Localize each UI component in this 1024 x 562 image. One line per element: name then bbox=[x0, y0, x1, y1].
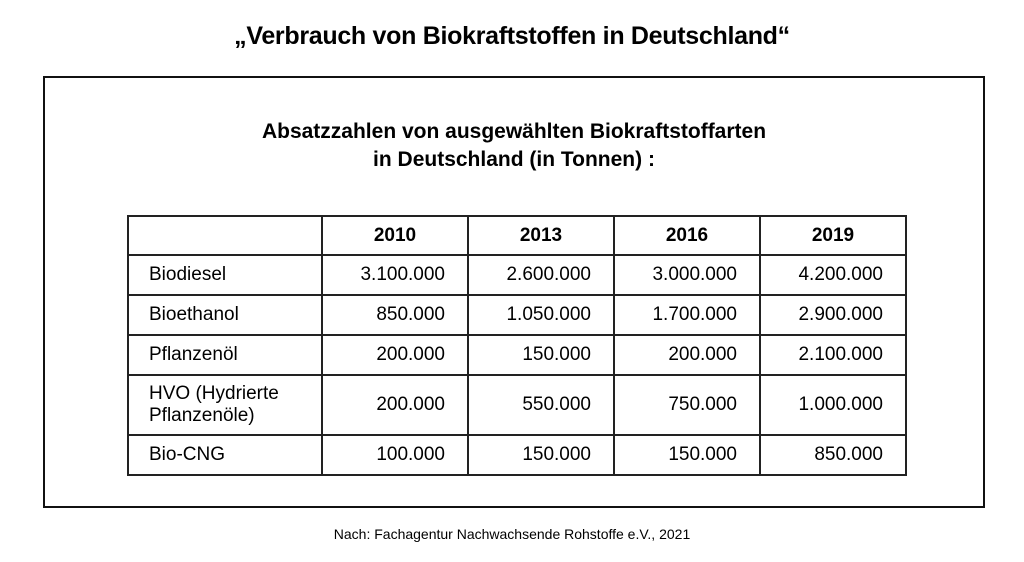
table-cell: 3.100.000 bbox=[321, 254, 469, 296]
header-cell-2016: 2016 bbox=[613, 215, 761, 256]
header-cell-empty bbox=[127, 215, 323, 256]
sales-table: 2010 2013 2016 2019 Biodiesel 3.100.000 … bbox=[127, 215, 907, 476]
table-cell: 150.000 bbox=[467, 334, 615, 376]
row-label: HVO (Hydrierte Pflanzenöle) bbox=[127, 374, 323, 436]
table-cell: 100.000 bbox=[321, 434, 469, 476]
header-cell-2010: 2010 bbox=[321, 215, 469, 256]
table-row-bio-cng: Bio-CNG 100.000 150.000 150.000 850.000 bbox=[127, 434, 907, 476]
table-cell: 1.000.000 bbox=[759, 374, 907, 436]
table-cell: 3.000.000 bbox=[613, 254, 761, 296]
table-row-hvo: HVO (Hydrierte Pflanzenöle) 200.000 550.… bbox=[127, 374, 907, 436]
table-cell: 1.050.000 bbox=[467, 294, 615, 336]
table-cell: 850.000 bbox=[321, 294, 469, 336]
header-cell-2019: 2019 bbox=[759, 215, 907, 256]
table-cell: 2.900.000 bbox=[759, 294, 907, 336]
row-label-line-1: HVO (Hydrierte bbox=[149, 383, 279, 404]
header-cell-2013: 2013 bbox=[467, 215, 615, 256]
table-cell: 1.700.000 bbox=[613, 294, 761, 336]
row-label: Biodiesel bbox=[127, 254, 323, 296]
page-title: „Verbrauch von Biokraftstoffen in Deutsc… bbox=[234, 22, 790, 50]
table-cell: 850.000 bbox=[759, 434, 907, 476]
table-cell: 4.200.000 bbox=[759, 254, 907, 296]
caption-line-2: in Deutschland (in Tonnen) : bbox=[373, 148, 655, 171]
row-label: Pflanzenöl bbox=[127, 334, 323, 376]
table-cell: 200.000 bbox=[321, 374, 469, 436]
table-row-biodiesel: Biodiesel 3.100.000 2.600.000 3.000.000 … bbox=[127, 254, 907, 296]
table-row-pflanzenoel: Pflanzenöl 200.000 150.000 200.000 2.100… bbox=[127, 334, 907, 376]
table-row-bioethanol: Bioethanol 850.000 1.050.000 1.700.000 2… bbox=[127, 294, 907, 336]
caption-line-1: Absatzzahlen von ausgewählten Biokraftst… bbox=[261, 120, 767, 143]
row-label: Bioethanol bbox=[127, 294, 323, 336]
source-note: Nach: Fachagentur Nachwachsende Rohstoff… bbox=[333, 526, 691, 542]
table-cell: 150.000 bbox=[613, 434, 761, 476]
table-frame: Absatzzahlen von ausgewählten Biokraftst… bbox=[43, 76, 985, 508]
table-cell: 150.000 bbox=[467, 434, 615, 476]
table-cell: 200.000 bbox=[613, 334, 761, 376]
table-cell: 550.000 bbox=[467, 374, 615, 436]
table-cell: 200.000 bbox=[321, 334, 469, 376]
table-cell: 750.000 bbox=[613, 374, 761, 436]
row-label-line-2: Pflanzenöle) bbox=[149, 405, 255, 426]
row-label: Bio-CNG bbox=[127, 434, 323, 476]
table-caption: Absatzzahlen von ausgewählten Biokraftst… bbox=[45, 118, 983, 174]
header-row: 2010 2013 2016 2019 bbox=[127, 215, 907, 256]
table-cell: 2.100.000 bbox=[759, 334, 907, 376]
table-cell: 2.600.000 bbox=[467, 254, 615, 296]
